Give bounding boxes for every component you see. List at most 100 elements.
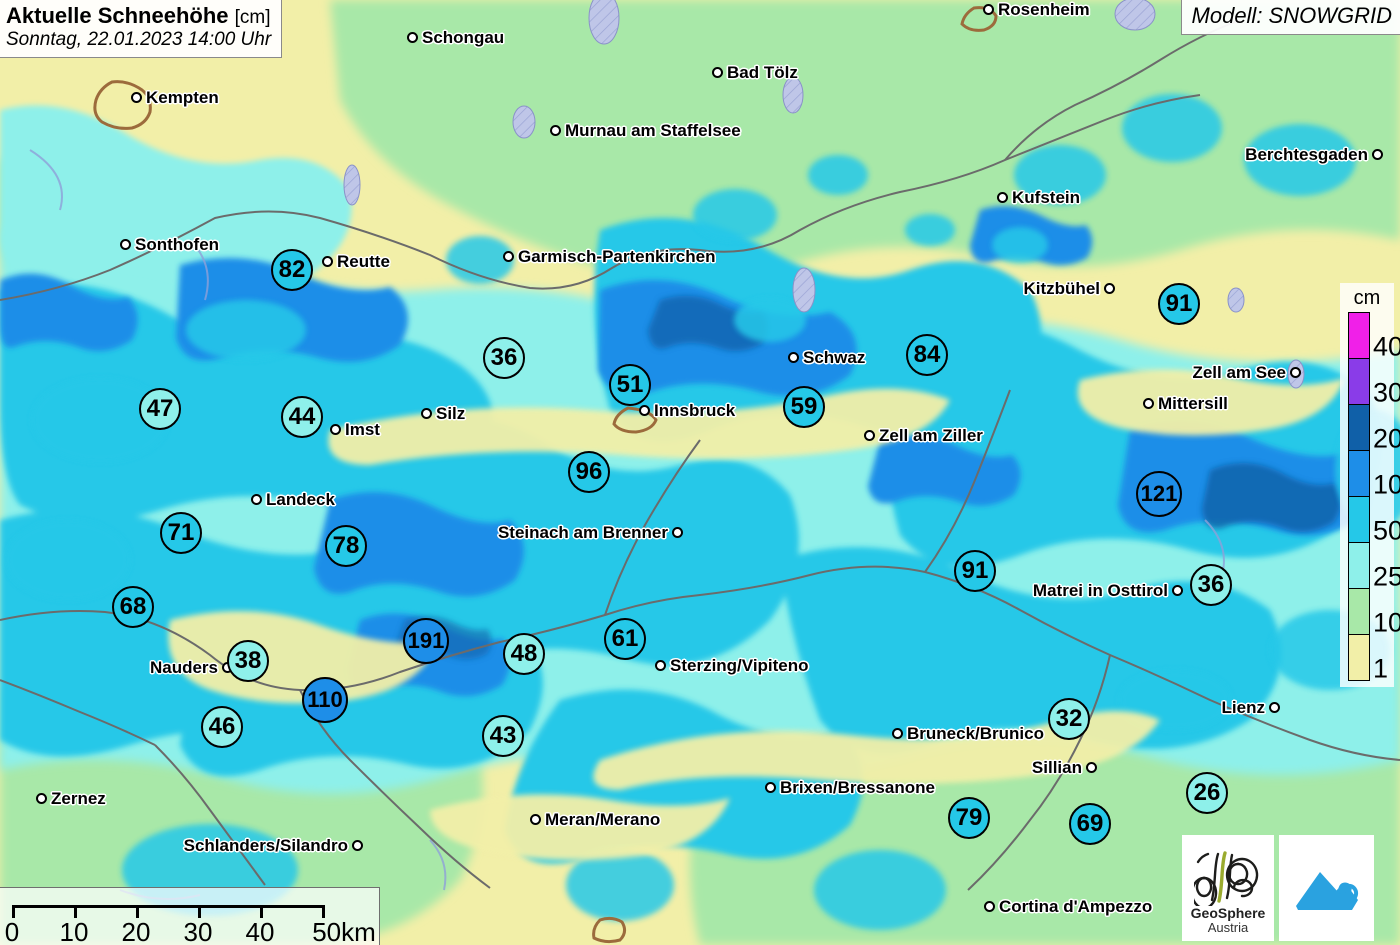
- city-marker-icon: [1290, 367, 1301, 378]
- city-name: Silz: [436, 404, 466, 423]
- city-marker-icon: [1104, 283, 1115, 294]
- city-marker-icon: [983, 4, 994, 15]
- scale-tick-label: 0: [4, 917, 20, 945]
- station-value-marker[interactable]: 36: [1190, 564, 1232, 606]
- city-marker-icon: [530, 814, 541, 825]
- city-label: Landeck: [251, 491, 335, 508]
- station-value-marker[interactable]: 38: [227, 640, 269, 682]
- city-marker-icon: [1269, 702, 1280, 713]
- station-value-marker[interactable]: 48: [503, 633, 545, 675]
- station-value-marker[interactable]: 84: [906, 334, 948, 376]
- station-value-marker[interactable]: 26: [1186, 772, 1228, 814]
- station-value-marker[interactable]: 51: [609, 364, 651, 406]
- geosphere-name: GeoSphere: [1190, 905, 1266, 922]
- station-value-marker[interactable]: 121: [1136, 471, 1182, 517]
- city-name: Murnau am Staffelsee: [565, 121, 741, 140]
- city-label: Silz: [421, 405, 465, 422]
- city-label: Zell am Ziller: [864, 427, 983, 444]
- city-label: Sterzing/Vipiteno: [655, 657, 809, 674]
- station-value-marker[interactable]: 61: [604, 618, 646, 660]
- scale-tick: [322, 905, 325, 918]
- station-value-marker[interactable]: 46: [201, 706, 243, 748]
- scale-tick: [198, 905, 201, 918]
- city-marker-icon: [322, 256, 333, 267]
- city-marker-icon: [1172, 585, 1183, 596]
- model-name: Modell: SNOWGRID: [1191, 3, 1392, 28]
- city-name: Landeck: [266, 490, 335, 509]
- station-value-marker[interactable]: 68: [112, 586, 154, 628]
- city-name: Garmisch-Partenkirchen: [518, 247, 716, 266]
- city-name: Cortina d'Ampezzo: [999, 897, 1153, 916]
- geosphere-austria-logo: GeoSphere Austria: [1182, 835, 1274, 941]
- city-label: Brixen/Bressanone: [765, 779, 935, 796]
- legend-band-label: 400: [1373, 330, 1400, 361]
- city-name: Bad Tölz: [727, 63, 798, 82]
- city-name: Zernez: [51, 789, 106, 808]
- legend-band-label: 50: [1373, 514, 1400, 545]
- city-marker-icon: [407, 32, 418, 43]
- city-label: Garmisch-Partenkirchen: [503, 248, 715, 265]
- legend-band: 100: [1348, 450, 1400, 497]
- legend-band-label: 200: [1373, 422, 1400, 453]
- city-marker-icon: [251, 494, 262, 505]
- city-marker-icon: [712, 67, 723, 78]
- station-value-marker[interactable]: 36: [483, 337, 525, 379]
- station-value-marker[interactable]: 110: [302, 677, 348, 723]
- city-marker-icon: [788, 352, 799, 363]
- scale-tick-label: 40: [245, 917, 275, 945]
- legend-color-bands: 400 300 200 100 50 25 10 1: [1348, 312, 1400, 681]
- station-value-marker[interactable]: 59: [783, 386, 825, 428]
- legend-band: 200: [1348, 404, 1400, 451]
- map-timestamp: Sonntag, 22.01.2023 14:00 Uhr: [6, 28, 272, 50]
- city-name: Matrei in Osttirol: [1032, 581, 1168, 600]
- city-marker-icon: [503, 251, 514, 262]
- station-value-marker[interactable]: 32: [1048, 698, 1090, 740]
- city-label: Berchtesgaden: [1245, 146, 1383, 163]
- city-label: Bruneck/Brunico: [892, 725, 1044, 742]
- city-name: Mittersill: [1158, 394, 1228, 413]
- city-marker-icon: [421, 408, 432, 419]
- city-label: Zell am See: [1192, 364, 1301, 381]
- city-label: Innsbruck: [639, 402, 735, 419]
- city-label: Rosenheim: [983, 1, 1090, 18]
- city-marker-icon: [352, 840, 363, 851]
- city-label: Sonthofen: [120, 236, 219, 253]
- city-label: Cortina d'Ampezzo: [984, 898, 1152, 915]
- geosphere-contour-icon: [1194, 851, 1259, 907]
- legend-band-label: 10: [1373, 606, 1400, 637]
- station-value-marker[interactable]: 91: [954, 550, 996, 592]
- city-label: Kufstein: [997, 189, 1080, 206]
- city-marker-icon: [892, 728, 903, 739]
- legend-band-label: 25: [1373, 560, 1400, 591]
- city-name: Lienz: [1221, 698, 1265, 717]
- city-marker-icon: [36, 793, 47, 804]
- station-value-marker[interactable]: 71: [160, 512, 202, 554]
- city-label: Kempten: [131, 89, 219, 106]
- station-value-marker[interactable]: 69: [1069, 803, 1111, 845]
- city-marker-icon: [550, 125, 561, 136]
- station-value-marker[interactable]: 43: [482, 715, 524, 757]
- station-value-marker[interactable]: 47: [139, 388, 181, 430]
- city-marker-icon: [864, 430, 875, 441]
- station-value-marker[interactable]: 91: [1158, 283, 1200, 325]
- city-name: Zell am See: [1192, 363, 1286, 382]
- legend-band: 400: [1348, 312, 1400, 359]
- station-value-marker[interactable]: 82: [271, 249, 313, 291]
- city-label: Meran/Merano: [530, 811, 660, 828]
- station-value-marker[interactable]: 44: [281, 396, 323, 438]
- city-marker-icon: [639, 405, 650, 416]
- city-label: Kitzbühel: [1024, 280, 1115, 297]
- station-value-marker[interactable]: 79: [948, 797, 990, 839]
- city-name: Nauders: [149, 658, 218, 677]
- station-value-marker[interactable]: 191: [403, 618, 449, 664]
- city-label: Sillian: [1032, 759, 1097, 776]
- station-value-marker[interactable]: 78: [325, 525, 367, 567]
- city-marker-icon: [997, 192, 1008, 203]
- legend-band: 25: [1348, 542, 1400, 589]
- city-label: Reutte: [322, 253, 390, 270]
- station-value-marker[interactable]: 96: [568, 451, 610, 493]
- city-label: Matrei in Osttirol: [1033, 582, 1183, 599]
- geosphere-subname: Austria: [1207, 919, 1249, 935]
- city-marker-icon: [131, 92, 142, 103]
